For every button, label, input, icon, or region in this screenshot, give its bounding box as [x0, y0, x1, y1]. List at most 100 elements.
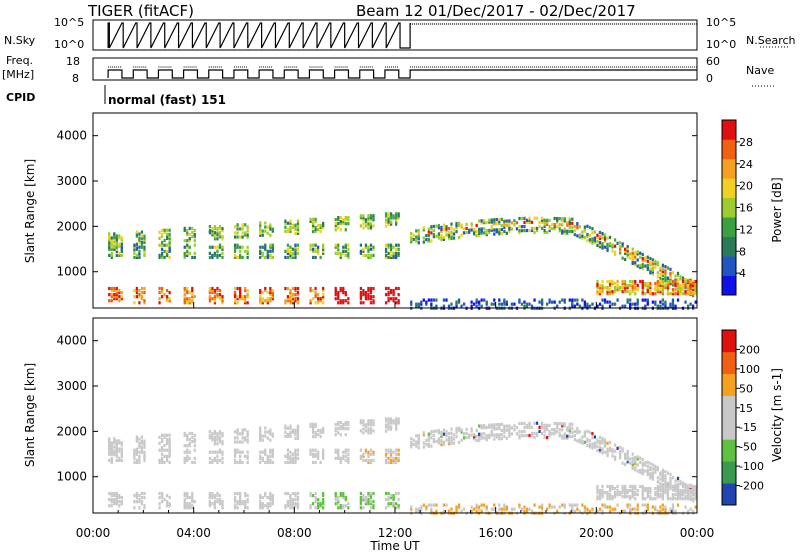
velocity-cell [568, 503, 571, 507]
velocity-cell [583, 505, 587, 509]
power-cell [339, 253, 342, 258]
power-cell [384, 253, 388, 258]
velocity-cell [158, 435, 161, 439]
power-cell [493, 222, 496, 226]
velocity-cell [334, 456, 337, 460]
power-cell [291, 253, 295, 258]
velocity-cell [644, 488, 647, 493]
velocity-cell [218, 430, 222, 434]
power-cell [384, 286, 388, 291]
velocity-cell [525, 507, 529, 511]
velocity-cell [193, 439, 196, 444]
power-cell [271, 247, 274, 251]
power-cell [135, 232, 139, 236]
power-cell [186, 245, 189, 249]
power-cell [646, 298, 649, 302]
velocity-cell [216, 491, 219, 496]
velocity-cell [598, 446, 602, 450]
velocity-cell [389, 421, 393, 425]
power-cell [440, 229, 443, 234]
velocity-cell [269, 493, 272, 498]
power-cell [342, 249, 345, 253]
power-cell [460, 233, 463, 237]
velocity-cell [397, 506, 400, 510]
velocity-cell [322, 448, 325, 452]
velocity-y-tick-label: 3000 [56, 379, 87, 393]
power-cell [271, 249, 274, 253]
velocity-cell [369, 493, 373, 498]
velocity-cell [211, 434, 214, 438]
velocity-cell [395, 425, 398, 429]
velocity-cell [387, 502, 390, 506]
power-cell [221, 295, 224, 299]
power-cell [664, 265, 667, 269]
power-cell [563, 231, 566, 235]
velocity-cell [664, 488, 667, 493]
velocity-cell [286, 456, 290, 460]
velocity-cell [387, 448, 390, 452]
power-cell [470, 300, 473, 304]
velocity-cell [158, 491, 161, 496]
power-cell [367, 293, 370, 297]
velocity-colorbar-swatch [722, 461, 736, 484]
velocity-cell [659, 493, 662, 497]
velocity-cell [601, 484, 604, 489]
power-colorbar-tick-label: 16 [739, 202, 753, 215]
velocity-colorbar-tick-label: 50 [739, 382, 753, 395]
power-cell [160, 228, 164, 232]
power-cell [168, 236, 171, 241]
velocity-cell [691, 491, 695, 495]
power-cell [140, 297, 144, 301]
power-cell [359, 224, 363, 228]
power-cell [211, 229, 214, 233]
velocity-cell [528, 421, 531, 425]
power-cell [475, 304, 478, 308]
power-cell [603, 286, 607, 290]
velocity-cell [478, 424, 481, 428]
velocity-cell [372, 419, 375, 423]
velocity-cell [218, 436, 222, 440]
power-cell [432, 224, 436, 229]
power-cell [626, 246, 629, 251]
power-cell [364, 293, 368, 297]
velocity-cell [110, 493, 113, 498]
power-cell [108, 293, 111, 297]
velocity-cell [664, 484, 667, 488]
velocity-cell [641, 488, 644, 493]
velocity-cell [498, 424, 501, 429]
power-cell [679, 275, 682, 279]
power-cell [450, 222, 453, 226]
power-cell [120, 295, 123, 299]
velocity-cell [513, 428, 516, 432]
velocity-cell [591, 507, 594, 511]
power-cell [334, 251, 337, 255]
power-cell [626, 298, 629, 302]
velocity-cell [236, 502, 239, 506]
power-cell [334, 224, 337, 228]
velocity-cell [218, 450, 222, 454]
power-cell [689, 290, 692, 294]
power-cell [364, 290, 368, 295]
velocity-cell [271, 452, 274, 456]
velocity-cell [634, 466, 637, 470]
power-cell [369, 226, 373, 230]
power-cell [485, 229, 488, 233]
power-cell [339, 288, 342, 293]
power-cell [108, 286, 111, 291]
velocity-cell [113, 441, 116, 445]
power-cell [606, 242, 609, 246]
power-cell [568, 223, 571, 227]
velocity-cell [684, 495, 687, 499]
velocity-cell [311, 493, 315, 498]
velocity-cell [666, 488, 670, 493]
velocity-cell [286, 426, 290, 430]
velocity-cell [631, 495, 634, 499]
velocity-cell [508, 426, 511, 430]
velocity-cell [603, 491, 607, 495]
velocity-cell [651, 473, 654, 477]
power-cell [606, 236, 609, 240]
power-cell [392, 251, 395, 255]
velocity-cell [296, 498, 300, 502]
velocity-cell [548, 503, 551, 507]
power-cell [395, 222, 398, 226]
